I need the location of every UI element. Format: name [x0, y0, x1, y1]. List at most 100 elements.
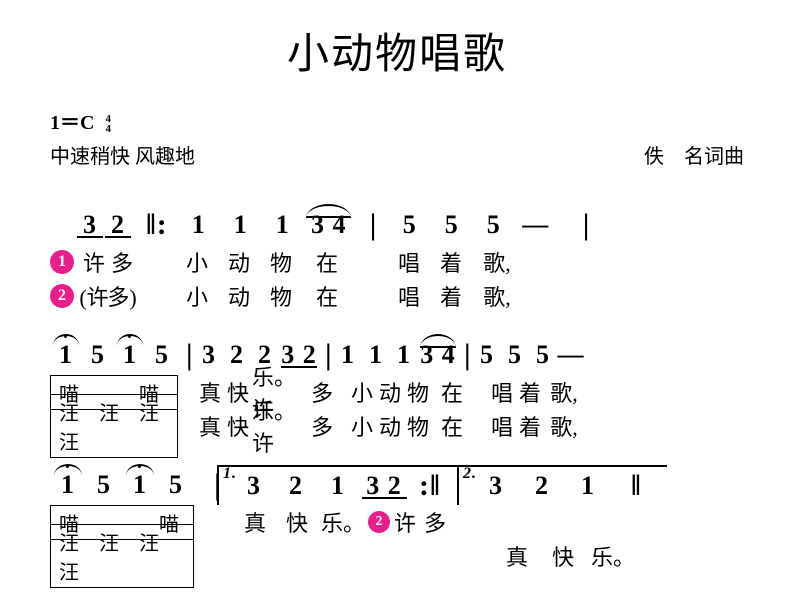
note: 3 4	[418, 340, 458, 370]
lyric: 乐。许	[252, 394, 308, 458]
lyric: 着	[516, 376, 544, 408]
lyric: 歌,	[472, 280, 522, 312]
note: 3 4	[304, 210, 354, 240]
note: 1	[220, 210, 262, 240]
lyric: 动	[376, 376, 404, 408]
lyric: 歌,	[472, 246, 522, 278]
lyric: 小	[348, 410, 376, 442]
note: —	[557, 340, 585, 370]
lyric-box: 汪 汪 汪 汪	[50, 524, 194, 588]
lyric-row-2: 汪 汪 汪 汪 真 快 乐。许 多 小 动 物 在 唱 着 歌,	[50, 409, 744, 443]
lyric: 唱	[388, 246, 430, 278]
composer-credit: 佚 名词曲	[644, 140, 744, 187]
lyric: 许	[80, 246, 108, 278]
barline: |	[325, 338, 328, 372]
note: 1	[262, 210, 304, 240]
lyric: 歌,	[544, 376, 584, 408]
lyric: (许	[80, 280, 108, 312]
note: 1	[122, 470, 158, 500]
meta-row: 1＝C 4 4	[50, 106, 744, 135]
lyric: 许	[390, 506, 420, 538]
note: 1	[390, 340, 418, 370]
note: 5	[473, 340, 501, 370]
lyric: 动	[218, 280, 260, 312]
note: 1	[565, 471, 611, 501]
lyric: 物	[260, 280, 302, 312]
verse-badge-2: 2	[50, 284, 74, 308]
volta-2: 2. 3 2 1 ‖	[457, 465, 667, 505]
note: 1	[114, 340, 146, 370]
lyric: 唱	[488, 376, 516, 408]
lyric: 快	[276, 506, 318, 538]
song-title: 小动物唱歌	[50, 20, 744, 81]
note: 2	[519, 471, 565, 501]
lyric: 快	[224, 376, 252, 408]
note: 5	[473, 210, 515, 240]
tempo-marking: 中速稍快 风趣地	[50, 140, 195, 169]
lyric: 快	[224, 410, 252, 442]
lyric: 歌,	[544, 410, 584, 442]
note: 5	[146, 340, 178, 370]
lyric: 乐。	[586, 540, 640, 572]
note: —	[515, 210, 557, 240]
lyric-row-2: 汪 汪 汪 汪 真 快 乐。	[50, 539, 744, 573]
lyric: 多)	[108, 280, 136, 312]
system-2: 1 5 1 5 | 3 2 2 3 2 | 1 1 1 3 4 | 5 5 5 …	[50, 335, 744, 443]
note: 5	[82, 340, 114, 370]
barline: |	[464, 338, 467, 372]
notes-row: 1 5 1 5 | 3 2 2 3 2 | 1 1 1 3 4 | 5 5 5 …	[50, 335, 744, 375]
lyric: 小	[176, 246, 218, 278]
note: 5	[529, 340, 557, 370]
lyric-row-2: 2 (许 多) 小 动 物 在 唱 着 歌,	[50, 279, 744, 313]
lyric: 真	[494, 540, 540, 572]
lyric: 多	[308, 376, 336, 408]
note: 3	[76, 210, 104, 240]
lyric: 真	[196, 410, 224, 442]
lyric: 多	[308, 410, 336, 442]
note: 2	[104, 210, 132, 240]
lyric: 唱	[488, 410, 516, 442]
lyric: 真	[234, 506, 276, 538]
note: 3	[473, 471, 519, 501]
lyric: 着	[430, 246, 472, 278]
note: 5	[501, 340, 529, 370]
lyric: 小	[176, 280, 218, 312]
volta-1: 1. 3 2 1 3 2 :‖	[217, 465, 457, 505]
note: 5	[158, 470, 194, 500]
lyric: 乐。	[318, 506, 368, 538]
note: 1	[362, 340, 390, 370]
system-1: 3 2 ‖: 1 1 1 3 4 | 5 5 5 — | 1 许 多 小 动 物…	[50, 205, 744, 313]
lyric: 动	[218, 246, 260, 278]
lyric: 着	[516, 410, 544, 442]
lyric: 物	[404, 410, 432, 442]
note: 3	[233, 471, 275, 501]
verse-badge-1: 1	[50, 250, 74, 274]
lyric: 在	[302, 246, 352, 278]
lyric: 在	[432, 376, 472, 408]
lyric: 在	[302, 280, 352, 312]
note: 1	[334, 340, 362, 370]
time-signature: 4 4	[105, 114, 111, 134]
lyric-row-1: 1 许 多 小 动 物 在 唱 着 歌,	[50, 245, 744, 279]
note: 1	[178, 210, 220, 240]
barline: |	[583, 208, 586, 242]
note: 5	[431, 210, 473, 240]
key-signature: 1＝C	[50, 112, 94, 134]
system-3: 1 5 1 5 | 1. 3 2 1 3 2 :‖ 2. 3 2 1 ‖ 喵 喵…	[50, 465, 744, 573]
lyric: 着	[430, 280, 472, 312]
lyric: 物	[260, 246, 302, 278]
lyric: 真	[196, 376, 224, 408]
barline: |	[370, 208, 373, 242]
note: 2	[223, 340, 251, 370]
lyric: 动	[376, 410, 404, 442]
note: 5	[86, 470, 122, 500]
note: 3	[195, 340, 223, 370]
lyric: 小	[348, 376, 376, 408]
note: 2	[275, 471, 317, 501]
ts-bot: 4	[105, 124, 111, 134]
note: 5	[389, 210, 431, 240]
note: 1	[50, 340, 82, 370]
barline: |	[186, 338, 189, 372]
note: 1	[50, 470, 86, 500]
lyric: 多	[420, 506, 450, 538]
